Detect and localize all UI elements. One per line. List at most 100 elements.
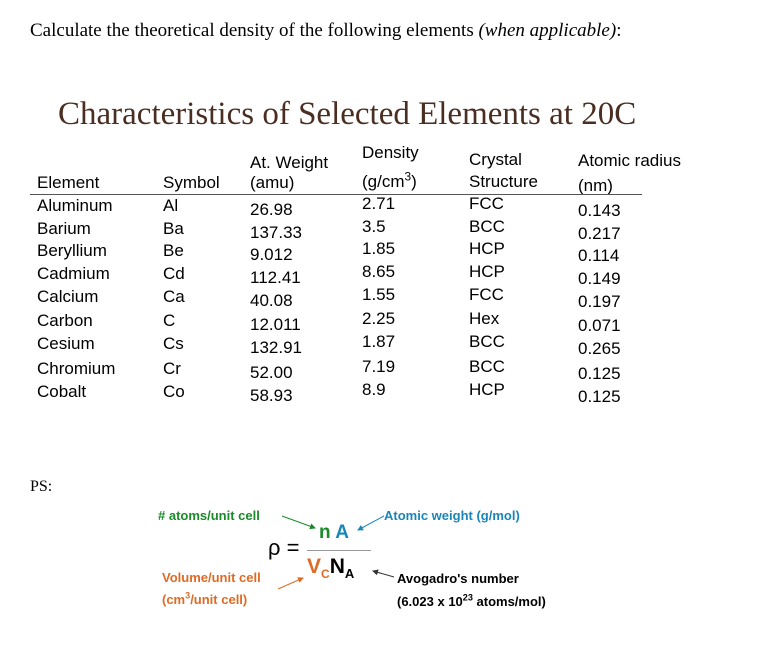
cell-element: Cesium	[37, 334, 95, 353]
cell-element: Carbon	[37, 311, 93, 330]
cell-atomic-radius: 0.143	[578, 201, 621, 220]
cell-atomic-weight: 58.93	[250, 386, 293, 405]
cell-atomic-radius: 0.125	[578, 387, 621, 406]
cell-density: 7.19	[362, 357, 396, 376]
cell-element: Cadmium	[37, 264, 110, 283]
table-title: Characteristics of Selected Elements at …	[58, 96, 637, 132]
ps-label: PS:	[30, 478, 53, 495]
cell-atomic-weight: 9.012	[250, 245, 293, 264]
header-text: Element	[37, 173, 100, 192]
atoms-per-cell-label: # atoms/unit cell	[158, 508, 260, 523]
cell-atomic-weight: 12.011	[250, 315, 301, 334]
av-sup: 23	[462, 592, 473, 603]
header-atomic-radius-line1: Atomic radius	[578, 151, 681, 170]
cell-density: 1.87	[362, 332, 396, 351]
n-symbol-avogadro: N	[329, 555, 345, 578]
cell-atomic-radius: 0.265	[578, 339, 621, 358]
cell-density: 8.9	[362, 380, 386, 399]
volume-unit: (cm3/unit cell)	[162, 590, 248, 607]
header-sup: 3	[404, 169, 412, 184]
instruction-text: Calculate the theoretical density of the…	[30, 20, 621, 42]
instruction-colon: :	[616, 20, 622, 41]
numerator: n A	[319, 522, 349, 544]
cell-atomic-radius: 0.217	[578, 224, 621, 243]
cell-atomic-radius: 0.125	[578, 364, 621, 383]
rho-equals: ρ =	[268, 535, 300, 560]
av-b: atoms/mol)	[472, 594, 546, 609]
cell-atomic-radius: 0.114	[578, 246, 620, 265]
cell-symbol: Be	[163, 241, 184, 260]
cell-symbol: Ba	[163, 219, 184, 238]
header-density-line1: Density	[362, 143, 419, 162]
avogadro-value: (6.023 x 1023 atoms/mol)	[397, 592, 546, 609]
header-text: Symbol	[163, 173, 220, 192]
a-symbol: A	[335, 522, 349, 543]
cell-atomic-radius: 0.071	[578, 316, 621, 335]
cell-element: Cobalt	[37, 382, 87, 401]
cell-atomic-radius: 0.197	[578, 292, 621, 311]
cell-atomic-weight: 132.91	[250, 338, 302, 357]
header-atomic-weight-line1: At. Weight	[250, 153, 329, 172]
cell-density: 2.25	[362, 309, 396, 328]
cell-symbol: C	[163, 311, 176, 330]
header-crystal-structure: Structure	[469, 171, 538, 192]
instruction-main: Calculate the theoretical density of the…	[30, 20, 479, 41]
cell-crystal-structure: HCP	[469, 380, 505, 399]
cell-symbol: Cd	[163, 264, 185, 283]
atoms-arrow	[281, 515, 316, 530]
fraction-bar	[307, 550, 371, 551]
cell-crystal-structure: Hex	[469, 309, 500, 328]
avogadro-label: Avogadro's number	[397, 571, 519, 586]
a-subscript: A	[344, 566, 355, 582]
header-density: (g/cm3)	[362, 169, 417, 192]
vu-a: (cm	[162, 592, 186, 607]
cell-crystal-structure: HCP	[469, 239, 505, 258]
cell-crystal-structure: BCC	[469, 357, 505, 376]
header-close: )	[411, 172, 417, 191]
header-text: (g/cm	[362, 172, 405, 191]
header-text: (nm)	[578, 176, 613, 195]
vu-sup: 3	[185, 590, 191, 601]
cell-atomic-weight: 52.00	[250, 363, 293, 382]
header-text: (amu)	[250, 173, 295, 192]
header-crystal-structure-line1: Crystal	[469, 150, 522, 169]
header-atomic-radius: (nm)	[578, 175, 613, 196]
cell-density: 1.85	[362, 239, 396, 258]
cell-element: Calcium	[37, 287, 99, 306]
cell-symbol: Cs	[163, 334, 184, 353]
header-element: Element	[37, 172, 99, 193]
avogadro-arrow	[372, 569, 395, 578]
cell-crystal-structure: HCP	[469, 262, 505, 281]
cell-symbol: Ca	[163, 287, 185, 306]
c-subscript: C	[321, 567, 330, 582]
header-atomic-weight: (amu)	[250, 172, 294, 193]
cell-density: 1.55	[362, 285, 396, 304]
vu-b: /unit cell)	[190, 592, 248, 607]
cell-crystal-structure: FCC	[469, 194, 504, 213]
cell-symbol: Al	[163, 196, 179, 215]
av-a: (6.023 x 10	[397, 594, 463, 609]
cell-element: Beryllium	[37, 241, 107, 260]
cell-atomic-radius: 0.149	[578, 269, 621, 288]
cell-crystal-structure: BCC	[469, 332, 505, 351]
weight-arrow	[357, 515, 385, 531]
cell-symbol: Co	[163, 382, 185, 401]
atomic-weight-label: Atomic weight (g/mol)	[384, 508, 520, 523]
volume-arrow	[277, 577, 304, 590]
header-divider	[30, 194, 642, 195]
cell-density: 8.65	[362, 262, 396, 281]
cell-symbol: Cr	[163, 359, 181, 378]
v-symbol: V	[307, 555, 322, 578]
header-text: Structure	[469, 172, 538, 191]
header-symbol: Symbol	[163, 172, 220, 193]
denominator: VCNA	[307, 555, 354, 581]
instruction-italic: (when applicable)	[478, 20, 617, 41]
cell-element: Chromium	[37, 359, 116, 378]
cell-element: Aluminum	[37, 196, 113, 215]
cell-atomic-weight: 40.08	[250, 291, 293, 310]
cell-crystal-structure: BCC	[469, 217, 505, 236]
cell-crystal-structure: FCC	[469, 285, 504, 304]
cell-atomic-weight: 137.33	[250, 223, 302, 242]
